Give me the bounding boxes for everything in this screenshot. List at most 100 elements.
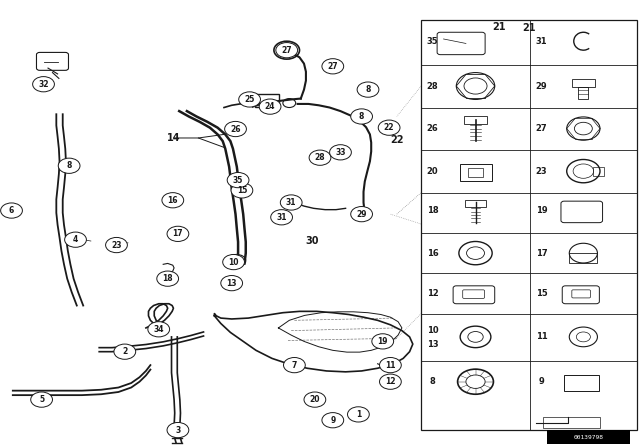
Text: 23: 23 — [536, 167, 547, 176]
Text: 12: 12 — [427, 289, 438, 298]
Circle shape — [221, 276, 243, 291]
Text: 7: 7 — [292, 361, 297, 370]
Text: 20: 20 — [310, 395, 320, 404]
Circle shape — [322, 413, 344, 428]
Text: 17: 17 — [173, 229, 183, 238]
Text: 11: 11 — [536, 332, 547, 341]
Circle shape — [322, 59, 344, 74]
Text: 13: 13 — [427, 340, 438, 349]
Circle shape — [58, 158, 80, 173]
Circle shape — [227, 172, 249, 188]
Text: 8: 8 — [359, 112, 364, 121]
Circle shape — [348, 407, 369, 422]
Circle shape — [372, 334, 394, 349]
Text: 27: 27 — [328, 62, 338, 71]
Text: 32: 32 — [38, 80, 49, 89]
Circle shape — [309, 150, 331, 165]
Circle shape — [65, 232, 86, 247]
Circle shape — [351, 207, 372, 222]
Text: 2: 2 — [122, 347, 127, 356]
Text: 16: 16 — [427, 249, 438, 258]
Text: 23: 23 — [111, 241, 122, 250]
Circle shape — [167, 422, 189, 438]
Text: 29: 29 — [536, 82, 547, 90]
Text: 31: 31 — [276, 213, 287, 222]
Bar — [464, 116, 487, 124]
Text: 8: 8 — [365, 85, 371, 94]
Text: 11: 11 — [385, 361, 396, 370]
Text: 1: 1 — [356, 410, 361, 419]
Text: 29: 29 — [356, 210, 367, 219]
Text: 28: 28 — [315, 153, 325, 162]
Bar — [593, 167, 605, 176]
Text: 18: 18 — [163, 274, 173, 283]
Text: 19: 19 — [536, 206, 547, 215]
Bar — [572, 79, 595, 87]
Text: 33: 33 — [335, 148, 346, 157]
Text: 16: 16 — [168, 196, 178, 205]
Text: 9: 9 — [539, 377, 544, 386]
Bar — [579, 87, 589, 99]
Circle shape — [167, 226, 189, 241]
Text: 8: 8 — [430, 377, 435, 386]
Text: 28: 28 — [427, 82, 438, 90]
Text: 10: 10 — [427, 326, 438, 335]
Circle shape — [114, 344, 136, 359]
Circle shape — [357, 82, 379, 97]
Text: 31: 31 — [536, 37, 547, 46]
Text: 25: 25 — [244, 95, 255, 104]
Circle shape — [231, 183, 253, 198]
Text: 19: 19 — [378, 337, 388, 346]
Bar — [460, 164, 492, 181]
Text: 34: 34 — [154, 325, 164, 334]
Text: 17: 17 — [536, 249, 547, 258]
Text: 26: 26 — [427, 124, 438, 133]
Text: 24: 24 — [265, 102, 275, 111]
Circle shape — [271, 210, 292, 225]
Text: 5: 5 — [39, 395, 44, 404]
Text: 31: 31 — [286, 198, 296, 207]
Circle shape — [31, 392, 52, 407]
Bar — [465, 200, 486, 207]
Circle shape — [378, 120, 400, 135]
Bar — [543, 417, 600, 428]
Circle shape — [225, 121, 246, 137]
Text: 15: 15 — [536, 289, 547, 298]
Bar — [255, 94, 279, 107]
Bar — [570, 253, 598, 263]
Circle shape — [380, 374, 401, 389]
Circle shape — [276, 43, 298, 58]
Circle shape — [157, 271, 179, 286]
Circle shape — [259, 99, 281, 114]
Text: 18: 18 — [427, 206, 438, 215]
Circle shape — [223, 254, 244, 270]
Text: 00139798: 00139798 — [574, 435, 604, 440]
Bar — [421, 20, 637, 430]
Bar — [564, 375, 600, 391]
Circle shape — [380, 358, 401, 373]
Circle shape — [239, 92, 260, 107]
Text: 15: 15 — [237, 186, 247, 195]
Text: 35: 35 — [427, 37, 438, 46]
Text: 3: 3 — [175, 426, 180, 435]
Text: 22: 22 — [390, 135, 404, 145]
Text: 21: 21 — [492, 22, 506, 32]
Text: 6: 6 — [9, 206, 14, 215]
Text: 20: 20 — [427, 167, 438, 176]
Circle shape — [280, 195, 302, 210]
Circle shape — [330, 145, 351, 160]
Bar — [468, 168, 483, 177]
Text: 30: 30 — [305, 236, 319, 246]
Text: 14: 14 — [167, 133, 181, 143]
Text: 22: 22 — [384, 123, 394, 132]
Text: 4: 4 — [73, 235, 78, 244]
Text: 21: 21 — [522, 23, 536, 33]
Text: 9: 9 — [330, 416, 335, 425]
Text: 35: 35 — [233, 176, 243, 185]
Circle shape — [1, 203, 22, 218]
Text: 13: 13 — [227, 279, 237, 288]
Text: 8: 8 — [67, 161, 72, 170]
Bar — [547, 430, 630, 444]
Circle shape — [284, 358, 305, 373]
Circle shape — [33, 77, 54, 92]
